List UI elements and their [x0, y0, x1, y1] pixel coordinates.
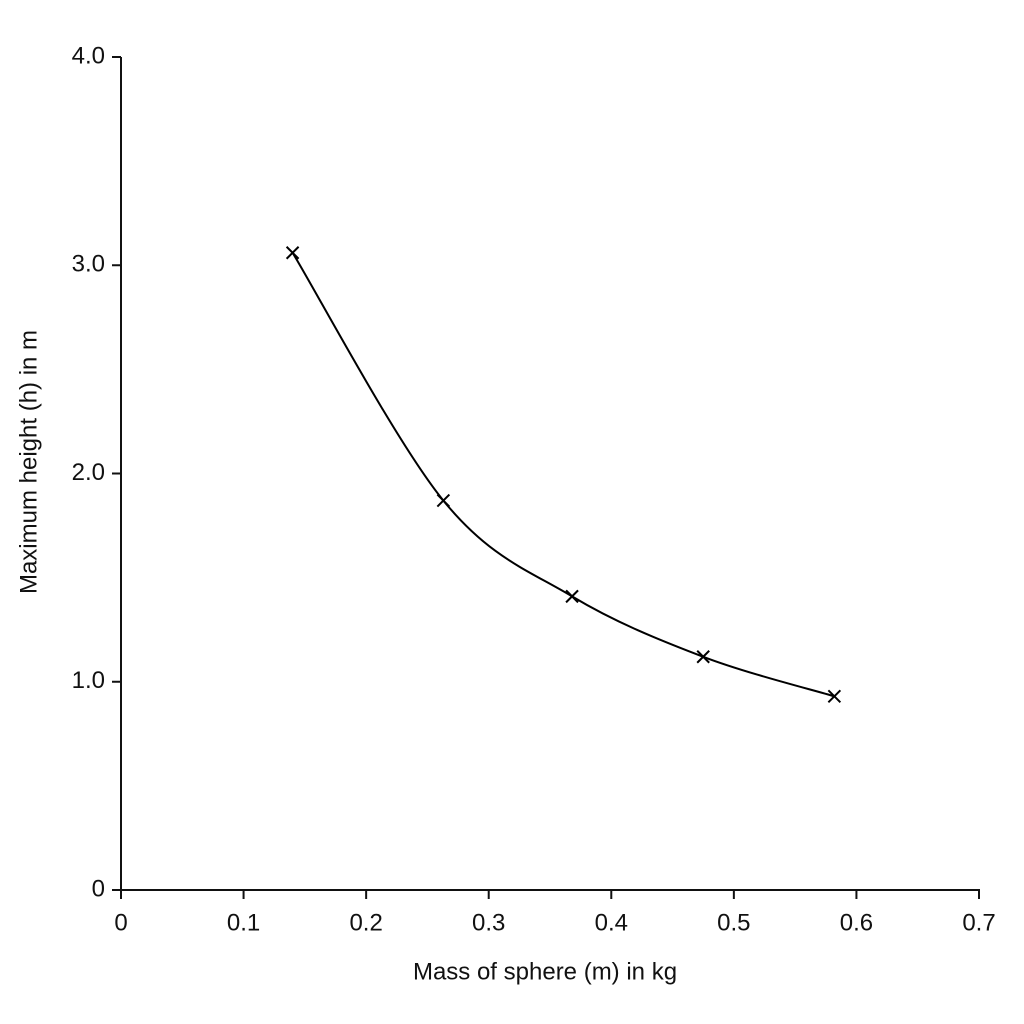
fit-curve	[291, 252, 835, 698]
data-point	[827, 689, 842, 704]
data-point	[565, 589, 579, 604]
x-tick-label: 0.1	[227, 909, 260, 936]
x-tick-label: 0	[114, 909, 127, 936]
y-tick-label: 4.0	[72, 42, 105, 69]
y-tick-label: 3.0	[72, 251, 105, 278]
y-axis-label: Maximum height (h) in m	[15, 330, 42, 594]
x-tick-label: 0.3	[472, 909, 505, 936]
x-axis-label: Mass of sphere (m) in kg	[413, 958, 677, 985]
x-tick-label: 0.5	[717, 909, 750, 936]
data-point	[436, 493, 451, 508]
x-tick-label: 0.2	[349, 909, 382, 936]
x-tick-label: 0.6	[840, 909, 873, 936]
y-tick-label: 0	[92, 875, 105, 902]
y-tick-label: 2.0	[72, 459, 105, 486]
data-point	[696, 650, 710, 664]
y-tick-label: 1.0	[72, 667, 105, 694]
x-tick-label: 0.4	[595, 909, 628, 936]
data-point	[285, 246, 300, 260]
x-tick-label: 0.7	[962, 909, 995, 936]
